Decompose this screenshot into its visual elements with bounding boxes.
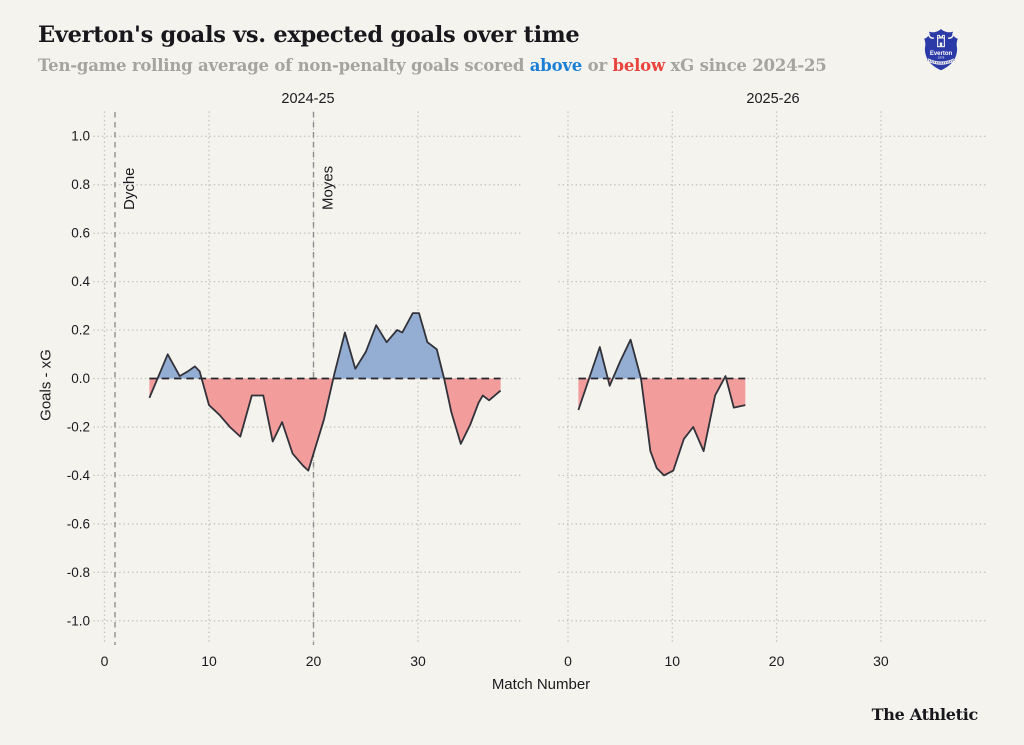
subtitle-text: Ten-game rolling average of non-penalty … [38, 56, 530, 75]
area-below-xg [149, 378, 501, 471]
crest-motto-ribbon-inner [927, 59, 955, 64]
area-above-xg [578, 339, 746, 379]
y-tick-label: -0.2 [67, 420, 90, 435]
manager-label-moyes: Moyes [320, 166, 337, 210]
x-axis-label: Match Number [491, 676, 591, 693]
y-axis-label: Goals - xG [37, 349, 55, 421]
crest-tower-icon [937, 34, 945, 38]
y-tick-label: 0.4 [71, 274, 90, 289]
x-tick-label: 0 [101, 653, 109, 669]
subtitle-below-highlight: below [612, 56, 665, 75]
y-tick-label: -0.4 [67, 468, 91, 483]
y-tick-label: 0.6 [71, 226, 90, 241]
x-tick-label: 10 [665, 653, 681, 669]
crest-tower-door [939, 42, 943, 47]
y-tick-label: 0.0 [71, 371, 90, 386]
crest-laurel-left [928, 32, 935, 39]
y-tick-label: 0.2 [71, 323, 90, 338]
page-title: Everton's goals vs. expected goals over … [38, 22, 580, 48]
the-athletic-wordmark: The Athletic [871, 705, 979, 724]
x-tick-label: 30 [873, 653, 889, 669]
panel-title-2024-25: 2024-25 [281, 91, 335, 107]
y-tick-label: 0.8 [71, 177, 90, 192]
panel-title-2025-26: 2025-26 [746, 91, 800, 107]
manager-label-dyche: Dyche [121, 167, 138, 210]
rolling-average-curve [577, 338, 746, 477]
page-subtitle: Ten-game rolling average of non-penalty … [38, 56, 827, 75]
area-below-xg [578, 378, 746, 476]
crest-laurel-right [947, 32, 954, 39]
crest-shield [924, 29, 958, 71]
subtitle-or: or [582, 56, 613, 75]
subtitle-tail: xG since 2024-25 [665, 56, 827, 75]
y-tick-label: -1.0 [67, 613, 90, 628]
x-tick-label: 20 [306, 653, 322, 669]
rolling-average-curve [148, 312, 502, 472]
y-tick-label: 1.0 [71, 129, 90, 144]
crest-year: 1878 [938, 56, 945, 60]
y-tick-label: -0.6 [67, 516, 90, 531]
subtitle-above-highlight: above [529, 56, 583, 75]
y-tick-label: -0.8 [67, 565, 90, 580]
x-tick-label: 30 [410, 653, 426, 669]
crest-club-name: Everton [930, 51, 953, 57]
everton-crest-logo: Everton 1878 [924, 29, 958, 71]
x-tick-label: 0 [564, 653, 572, 669]
x-tick-label: 20 [769, 653, 785, 669]
panel-2025-26: 0 10 20 30 [558, 111, 989, 669]
panel-2024-25: Dyche Moyes 0 10 20 30 [93, 111, 524, 669]
area-above-xg [149, 313, 501, 379]
x-tick-label: 10 [201, 653, 217, 669]
